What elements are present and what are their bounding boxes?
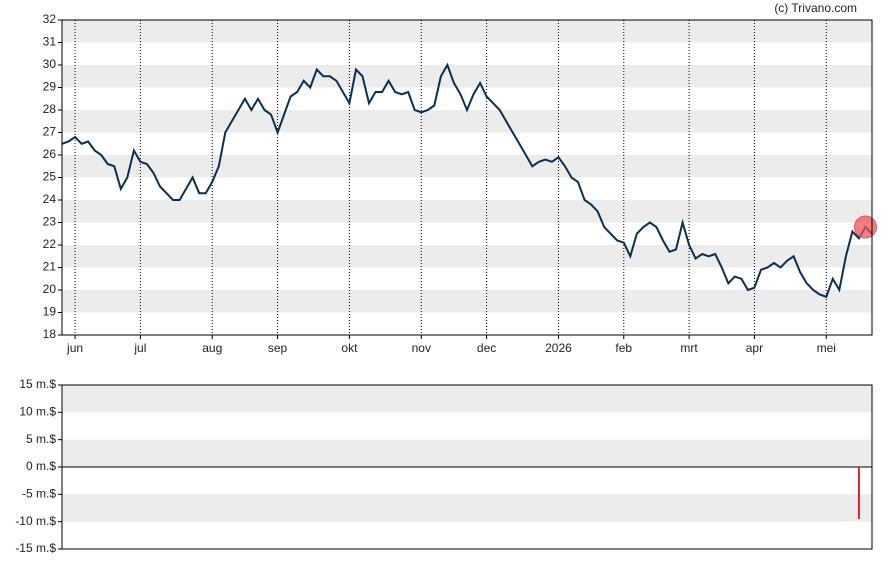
grid-band bbox=[62, 155, 872, 178]
y-tick-label: 23 bbox=[43, 215, 57, 229]
y-tick-label: 31 bbox=[43, 35, 57, 49]
y-tick-label: 18 bbox=[43, 327, 57, 341]
x-tick-label: dec bbox=[477, 341, 496, 355]
y-tick-label: -5 m.$ bbox=[22, 487, 56, 501]
grid-band bbox=[62, 290, 872, 313]
y-tick-label: 29 bbox=[43, 80, 57, 94]
x-tick-label: feb bbox=[615, 341, 632, 355]
x-tick-label: 2026 bbox=[545, 341, 572, 355]
y-tick-label: 25 bbox=[43, 170, 57, 184]
grid-band bbox=[62, 20, 872, 43]
y-tick-label: -15 m.$ bbox=[15, 541, 56, 555]
y-tick-label: 28 bbox=[43, 102, 57, 116]
y-tick-label: 26 bbox=[43, 147, 57, 161]
grid-band bbox=[62, 65, 872, 88]
grid-band bbox=[62, 200, 872, 223]
x-tick-label: aug bbox=[202, 341, 222, 355]
y-tick-label: -10 m.$ bbox=[15, 514, 56, 528]
y-tick-label: 32 bbox=[43, 12, 57, 26]
x-tick-label: jun bbox=[66, 341, 83, 355]
grid-band bbox=[62, 385, 872, 413]
price-line bbox=[61, 62, 873, 299]
plot-frame bbox=[61, 384, 873, 550]
y-tick-label: 24 bbox=[43, 192, 57, 206]
grid-band bbox=[62, 439, 872, 467]
bar bbox=[857, 467, 860, 519]
x-tick-label: mei bbox=[817, 341, 836, 355]
y-tick-label: 21 bbox=[43, 260, 57, 274]
x-tick-label: nov bbox=[412, 341, 431, 355]
y-tick-label: 27 bbox=[43, 125, 57, 139]
y-tick-label: 22 bbox=[43, 237, 57, 251]
x-tick-label: okt bbox=[341, 341, 358, 355]
y-tick-label: 30 bbox=[43, 57, 57, 71]
credit: (c) Trivano.com bbox=[774, 1, 857, 15]
plot-frame bbox=[61, 19, 873, 336]
x-tick-label: mrt bbox=[680, 341, 698, 355]
grid-band bbox=[62, 494, 872, 522]
y-tick-label: 0 m.$ bbox=[26, 459, 56, 473]
y-tick-label: 19 bbox=[43, 305, 57, 319]
y-tick-label: 5 m.$ bbox=[26, 432, 56, 446]
x-tick-label: jul bbox=[133, 341, 146, 355]
last-marker bbox=[853, 215, 877, 239]
y-tick-label: 20 bbox=[43, 282, 57, 296]
y-tick-label: 15 m.$ bbox=[19, 377, 56, 391]
grid-band bbox=[62, 110, 872, 133]
x-tick-label: sep bbox=[268, 341, 288, 355]
grid-band bbox=[62, 245, 872, 268]
y-tick-label: 10 m.$ bbox=[19, 405, 56, 419]
x-tick-label: apr bbox=[746, 341, 763, 355]
